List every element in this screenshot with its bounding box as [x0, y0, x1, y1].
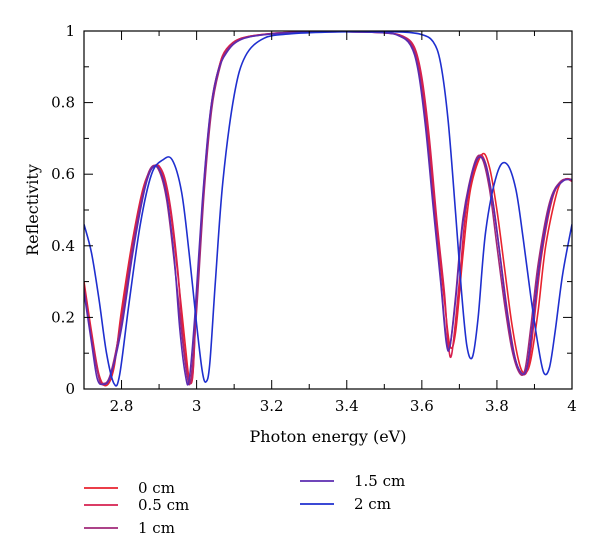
series-layer — [84, 31, 572, 387]
series-line-3 — [84, 31, 572, 386]
y-tick-label: 0.6 — [51, 165, 75, 183]
legend: 0 cm0.5 cm 1 cm 1.5 cm 2 cm — [84, 472, 405, 537]
ticks-layer: 2.8 3 3.2 3.4 3.6 3.8 4 0 0.2 0.4 0.6 0.8 1 — [51, 22, 577, 415]
legend-label-3: 1.5 cm — [354, 472, 405, 490]
y-tick-label: 0.4 — [51, 237, 75, 255]
series-line-1 — [84, 31, 572, 386]
plot-frame — [83, 30, 573, 390]
x-tick-label: 3 — [192, 397, 202, 415]
x-tick-label: 3.8 — [485, 397, 509, 415]
legend-label-2: 1 cm — [138, 519, 175, 537]
legend-label-0: 0 cm — [138, 479, 175, 497]
y-axis-title: Reflectivity — [23, 164, 42, 256]
x-tick-label: 2.8 — [110, 397, 134, 415]
y-tick-label: 0 — [65, 380, 75, 398]
x-axis-title: Photon energy (eV) — [250, 427, 407, 446]
x-tick-label: 4 — [567, 397, 577, 415]
y-tick-label: 1 — [65, 22, 75, 40]
x-tick-label: 3.6 — [410, 397, 434, 415]
x-tick-label: 3.2 — [260, 397, 284, 415]
y-tick-label: 0.8 — [51, 94, 75, 112]
legend-label-4: 2 cm — [354, 495, 391, 513]
y-tick-label: 0.2 — [51, 308, 75, 326]
series-line-2 — [84, 31, 572, 386]
series-line-0 — [84, 31, 572, 387]
legend-label-1: 0.5 cm — [138, 496, 189, 514]
x-tick-label: 3.4 — [335, 397, 359, 415]
series-line-4 — [84, 31, 572, 387]
